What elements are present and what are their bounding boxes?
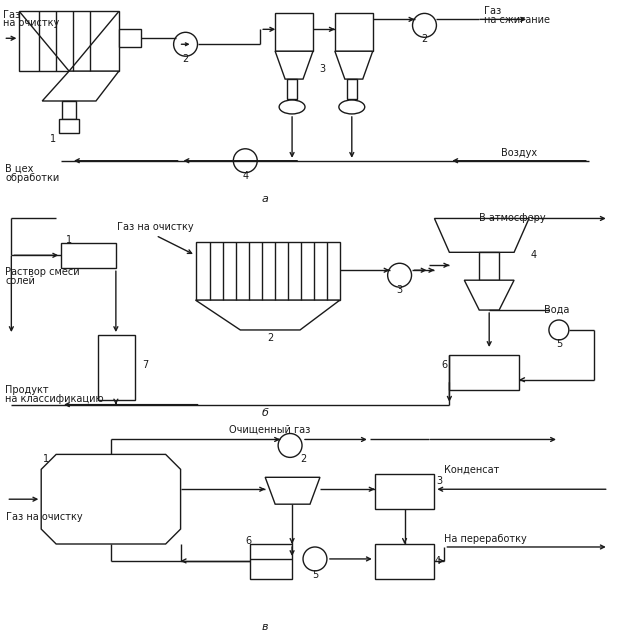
Bar (275, 14, 313, 52)
Text: а: а (262, 194, 269, 204)
Bar (19, 12, 119, 71)
Circle shape (303, 547, 327, 571)
Text: 5: 5 (556, 339, 562, 349)
Text: 2: 2 (422, 34, 428, 44)
Bar (374, 544, 435, 579)
Polygon shape (265, 477, 320, 504)
Circle shape (549, 320, 569, 340)
Text: Раствор смеси: Раствор смеси (6, 267, 80, 277)
Text: Газ на очистку: Газ на очистку (118, 222, 194, 232)
Bar (62, 101, 76, 119)
Text: в: в (262, 621, 269, 632)
Text: 2: 2 (300, 455, 306, 464)
Text: 3: 3 (319, 64, 325, 74)
Text: обработки: обработки (6, 173, 59, 183)
Text: 4: 4 (531, 251, 537, 260)
Text: на классификацию: на классификацию (6, 393, 104, 404)
Text: Вода: Вода (544, 305, 569, 315)
Text: солей: солей (6, 276, 35, 286)
Circle shape (173, 32, 197, 56)
Circle shape (412, 14, 436, 37)
Text: Газ: Газ (484, 6, 501, 16)
Text: В атмосферу: В атмосферу (479, 213, 546, 223)
Polygon shape (42, 71, 119, 101)
Bar (479, 252, 499, 280)
Text: В цех: В цех (6, 164, 34, 174)
Text: 3: 3 (436, 477, 443, 486)
Bar (449, 355, 519, 390)
Text: 5: 5 (312, 570, 318, 580)
Text: на очистку: на очистку (3, 18, 59, 28)
Bar (61, 243, 116, 269)
Ellipse shape (279, 100, 305, 114)
Bar (374, 475, 435, 509)
Polygon shape (275, 52, 313, 79)
Polygon shape (335, 52, 373, 79)
Text: 2: 2 (183, 54, 189, 64)
Polygon shape (41, 455, 181, 544)
Text: Газ на очистку: Газ на очистку (6, 512, 83, 522)
Text: 4: 4 (435, 556, 441, 566)
Polygon shape (435, 218, 529, 252)
Bar (335, 14, 373, 52)
Text: 1: 1 (66, 235, 72, 245)
Text: б: б (262, 408, 269, 417)
Text: 1: 1 (50, 134, 56, 144)
Text: 2: 2 (267, 333, 274, 343)
Text: Конденсат: Конденсат (444, 464, 500, 475)
Text: 7: 7 (142, 360, 149, 370)
Polygon shape (464, 280, 514, 310)
Bar (196, 242, 340, 300)
Text: Воздух: Воздух (501, 147, 537, 158)
Text: 6: 6 (245, 536, 251, 546)
Bar (98, 335, 135, 400)
Text: 6: 6 (441, 360, 448, 370)
Bar (347, 79, 357, 99)
Text: 3: 3 (397, 285, 402, 295)
Polygon shape (196, 300, 340, 330)
Circle shape (387, 263, 412, 287)
Ellipse shape (339, 100, 365, 114)
Text: 4: 4 (242, 171, 248, 181)
Text: на сжигание: на сжигание (484, 15, 550, 25)
Text: Очищенный газ: Очищенный газ (230, 424, 311, 435)
Bar (119, 30, 141, 47)
Text: Газ: Газ (3, 10, 20, 21)
Bar (250, 544, 292, 579)
Bar (59, 119, 79, 133)
Text: Продукт: Продукт (6, 384, 49, 395)
Circle shape (278, 433, 302, 457)
Text: На переработку: На переработку (444, 534, 527, 544)
Text: 1: 1 (43, 455, 50, 464)
Bar (287, 79, 297, 99)
Circle shape (233, 149, 258, 173)
